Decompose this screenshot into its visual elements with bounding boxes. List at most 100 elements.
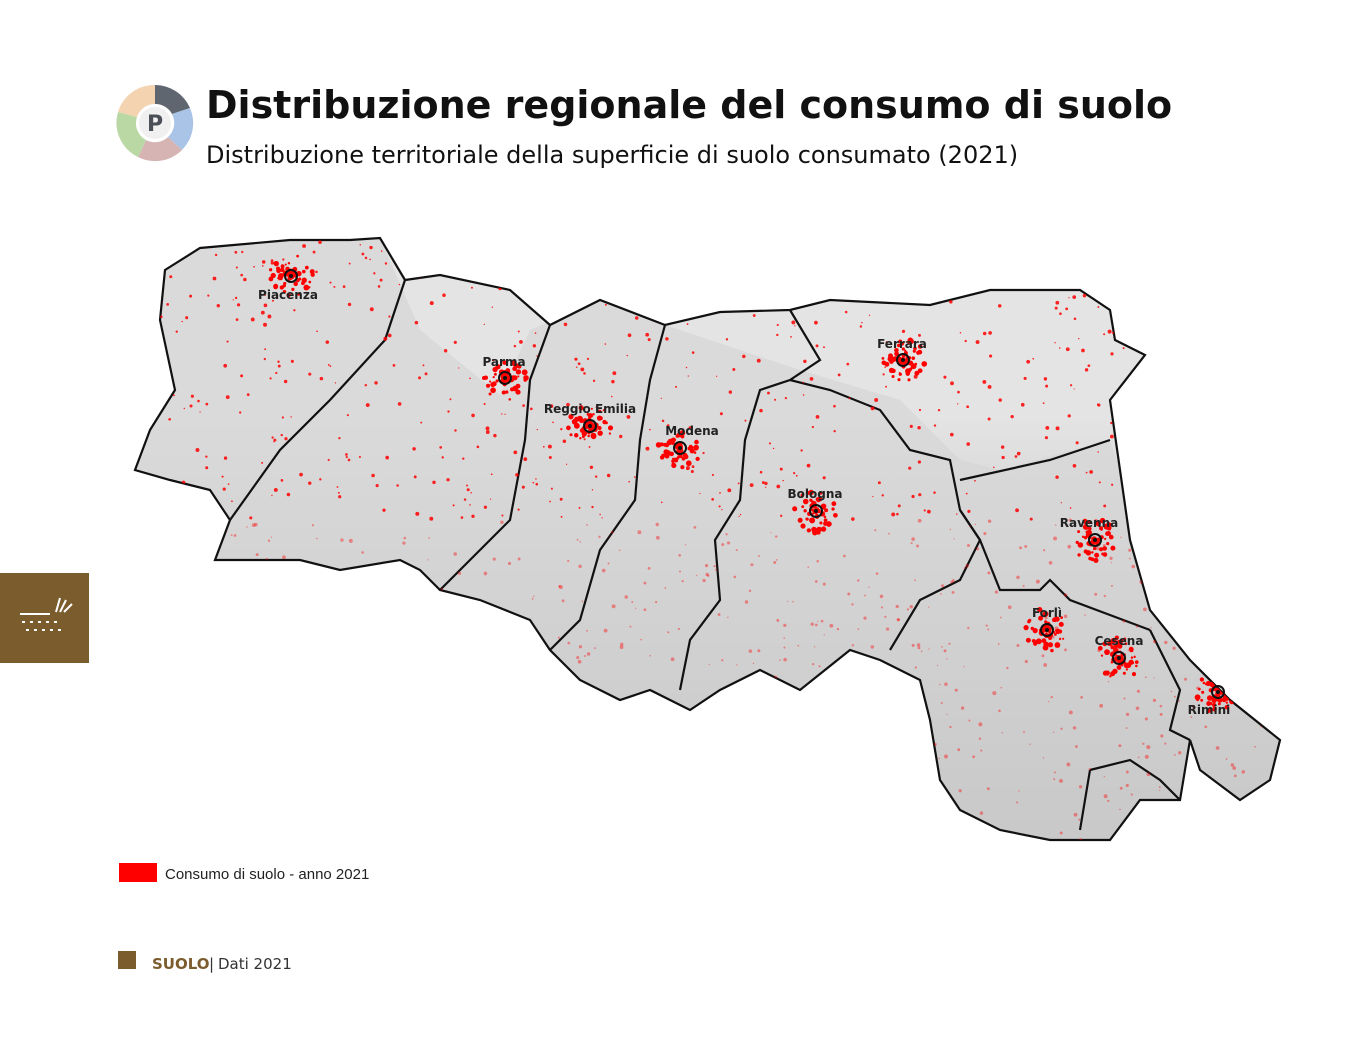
urban-dot bbox=[513, 689, 518, 693]
urban-dot bbox=[758, 554, 760, 557]
urban-dot bbox=[512, 735, 515, 738]
urban-dot bbox=[549, 309, 552, 312]
urban-dot bbox=[997, 304, 1002, 308]
urban-dot bbox=[529, 767, 533, 772]
urban-dot bbox=[1216, 821, 1218, 823]
urban-dot bbox=[260, 837, 265, 840]
urban-dot bbox=[347, 458, 351, 462]
urban-dot bbox=[282, 289, 287, 294]
urban-dot bbox=[702, 578, 706, 583]
urban-dot bbox=[728, 390, 733, 394]
urban-dot bbox=[224, 797, 226, 799]
urban-dot bbox=[1057, 629, 1063, 634]
urban-dot bbox=[726, 297, 731, 301]
urban-dot bbox=[172, 583, 176, 587]
urban-dot bbox=[917, 349, 923, 355]
urban-dot bbox=[800, 523, 806, 529]
urban-dot bbox=[424, 372, 428, 376]
urban-dot bbox=[172, 596, 175, 599]
urban-dot bbox=[921, 240, 925, 245]
urban-dot bbox=[334, 382, 337, 384]
urban-dot bbox=[1131, 564, 1135, 569]
urban-dot bbox=[278, 276, 283, 281]
urban-dot bbox=[1184, 536, 1188, 540]
urban-dot bbox=[327, 364, 330, 366]
urban-dot bbox=[1043, 549, 1046, 552]
urban-dot bbox=[316, 330, 318, 333]
urban-dot bbox=[803, 509, 807, 513]
urban-dot bbox=[364, 383, 368, 387]
urban-dot bbox=[392, 363, 396, 367]
urban-dot bbox=[1022, 277, 1027, 281]
urban-dot bbox=[286, 292, 291, 298]
urban-dot bbox=[209, 561, 213, 566]
urban-dot bbox=[162, 374, 165, 377]
urban-dot bbox=[1184, 271, 1188, 275]
urban-dot bbox=[223, 363, 228, 368]
urban-dot bbox=[774, 398, 777, 401]
urban-dot bbox=[1217, 528, 1220, 531]
urban-dot bbox=[1255, 462, 1259, 466]
urban-dot bbox=[547, 444, 552, 449]
urban-dot bbox=[1180, 297, 1185, 302]
urban-dot bbox=[517, 330, 520, 333]
urban-dot bbox=[814, 715, 817, 718]
urban-dot bbox=[914, 666, 917, 669]
urban-dot bbox=[269, 377, 272, 380]
urban-dot bbox=[586, 652, 591, 656]
urban-dot bbox=[1271, 303, 1274, 306]
urban-dot bbox=[267, 539, 271, 542]
urban-dot bbox=[534, 332, 537, 334]
urban-dot bbox=[212, 276, 217, 281]
urban-dot bbox=[345, 456, 348, 459]
urban-dot bbox=[845, 279, 848, 282]
urban-dot bbox=[650, 832, 654, 836]
urban-dot bbox=[1102, 552, 1108, 557]
urban-dot bbox=[792, 600, 794, 603]
urban-dot bbox=[1060, 616, 1064, 619]
urban-dot bbox=[678, 553, 682, 557]
urban-dot bbox=[490, 382, 496, 388]
urban-dot bbox=[1055, 300, 1060, 305]
urban-dot bbox=[283, 379, 288, 384]
urban-dot bbox=[716, 239, 719, 242]
urban-dot bbox=[667, 631, 670, 634]
urban-dot bbox=[303, 783, 306, 786]
urban-dot bbox=[892, 300, 895, 303]
urban-dot bbox=[308, 622, 311, 624]
urban-dot bbox=[282, 555, 286, 560]
city-marker bbox=[498, 371, 512, 385]
urban-dot bbox=[681, 456, 686, 461]
urban-dot bbox=[1254, 306, 1258, 310]
urban-dot bbox=[566, 402, 570, 407]
urban-dot bbox=[353, 721, 358, 726]
urban-dot bbox=[521, 369, 528, 376]
urban-dot bbox=[863, 616, 867, 620]
urban-dot bbox=[227, 836, 230, 839]
urban-dot bbox=[757, 649, 761, 653]
urban-dot bbox=[1119, 786, 1123, 790]
urban-dot bbox=[369, 756, 372, 760]
urban-dot bbox=[752, 662, 755, 665]
urban-dot bbox=[914, 370, 920, 376]
urban-dot bbox=[1016, 801, 1019, 804]
urban-dot bbox=[1044, 616, 1048, 620]
urban-dot bbox=[1099, 547, 1104, 552]
urban-dot bbox=[532, 481, 535, 484]
urban-dot bbox=[485, 647, 489, 652]
urban-dot bbox=[1206, 385, 1208, 387]
urban-dot bbox=[771, 678, 774, 681]
urban-dot bbox=[267, 314, 272, 319]
urban-dot bbox=[1204, 325, 1208, 330]
footer-section: SUOLO bbox=[152, 955, 210, 973]
urban-dot bbox=[365, 403, 370, 407]
urban-dot bbox=[857, 579, 860, 582]
urban-dot bbox=[422, 364, 425, 367]
urban-dot bbox=[1203, 810, 1206, 814]
urban-dot bbox=[820, 299, 822, 301]
urban-dot bbox=[695, 574, 698, 577]
city-marker bbox=[583, 419, 597, 433]
urban-dot bbox=[1231, 682, 1236, 687]
urban-dot bbox=[823, 515, 827, 519]
urban-dot bbox=[1165, 560, 1169, 564]
